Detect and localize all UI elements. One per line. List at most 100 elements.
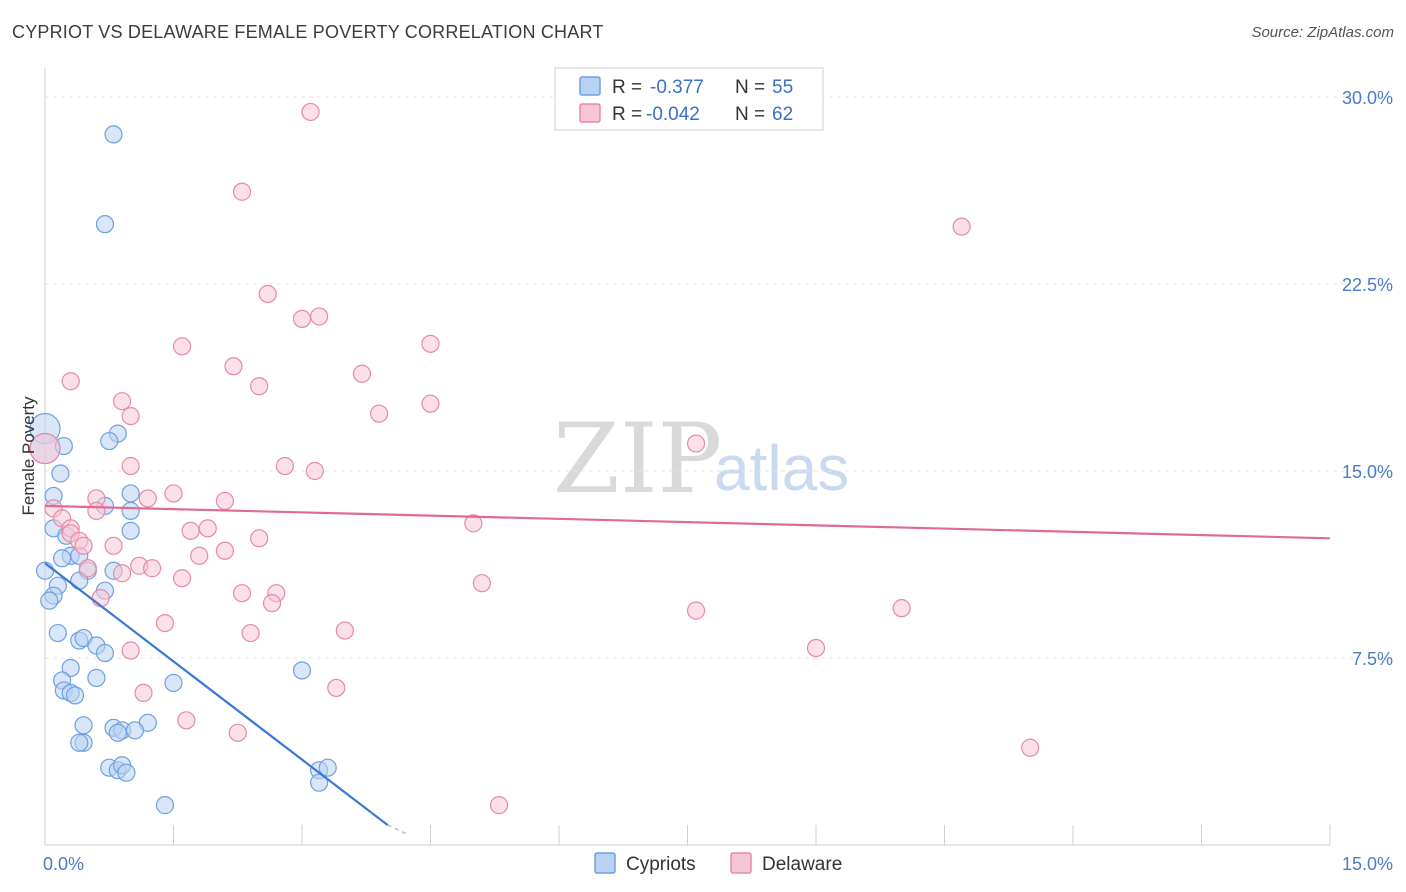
point-delaware-58	[177, 711, 196, 730]
point-delaware-45	[232, 584, 252, 603]
point-cypriots-26	[48, 623, 67, 643]
legend-r-value-cypriots: -0.377	[650, 77, 704, 98]
trend-lines	[44, 504, 1331, 836]
point-cypriots-7	[51, 464, 70, 483]
bottom-legend-label-cypriots: Cypriots	[626, 854, 696, 875]
point-delaware-1	[232, 182, 252, 201]
point-cypriots-38	[65, 686, 85, 705]
point-delaware-35	[104, 536, 123, 555]
point-cypriots-17	[53, 549, 72, 568]
point-cypriots-5	[100, 431, 119, 451]
point-cypriots-34	[164, 673, 183, 693]
point-delaware-10	[61, 372, 80, 391]
watermark-atlas: atlas	[714, 432, 849, 504]
point-delaware-3	[258, 284, 277, 304]
bottom-legend-swatch-delaware	[730, 852, 752, 874]
bottom-legend-label-delaware: Delaware	[762, 854, 842, 875]
point-delaware-5	[310, 307, 329, 326]
legend-swatch-delaware	[579, 103, 601, 123]
point-delaware-14	[121, 407, 140, 426]
point-delaware-16	[686, 434, 706, 453]
source-label: Source: ZipAtlas.com	[1251, 24, 1394, 41]
point-delaware-28	[464, 514, 483, 533]
point-delaware-39	[78, 559, 97, 578]
point-delaware-50	[892, 599, 911, 618]
point-delaware-36	[74, 536, 93, 555]
point-delaware-17	[29, 432, 61, 465]
x-tick-label-1: 15.0%	[1342, 854, 1393, 874]
point-delaware-4	[292, 309, 312, 329]
point-delaware-2	[952, 217, 971, 236]
point-delaware-19	[275, 456, 294, 476]
point-delaware-52	[335, 621, 354, 640]
point-delaware-12	[112, 392, 132, 411]
y-tick-label-3: 30.0%	[1342, 88, 1393, 108]
point-delaware-15	[370, 404, 389, 423]
point-cypriots-40	[74, 716, 93, 735]
point-delaware-11	[250, 377, 269, 396]
point-delaware-0	[301, 102, 320, 122]
data-points	[29, 102, 1040, 815]
point-cypriots-3	[95, 215, 115, 234]
point-cypriots-13	[121, 521, 140, 540]
point-delaware-54	[121, 641, 140, 660]
point-cypriots-35	[87, 668, 106, 688]
point-cypriots-53	[155, 796, 175, 815]
bottom-legend-swatch-cypriots	[594, 852, 616, 874]
trend-line-cypriots	[44, 562, 389, 826]
point-cypriots-32	[292, 661, 312, 680]
point-delaware-23	[138, 489, 157, 508]
point-delaware-7	[421, 334, 440, 353]
grid-lines	[45, 96, 1390, 659]
point-delaware-9	[352, 364, 372, 383]
y-tick-labels: 7.5% 15.0% 22.5% 30.0%	[1342, 88, 1393, 669]
y-tick-label-2: 22.5%	[1342, 275, 1393, 295]
point-delaware-48	[262, 594, 282, 613]
point-delaware-24	[215, 491, 234, 511]
point-delaware-43	[172, 569, 192, 588]
point-delaware-53	[241, 623, 260, 643]
bottom-legend: Cypriots Delaware	[594, 852, 842, 875]
point-cypriots-49	[117, 763, 136, 782]
point-delaware-51	[155, 613, 175, 633]
point-delaware-61	[489, 796, 509, 815]
y-tick-label-0: 7.5%	[1352, 649, 1393, 669]
point-delaware-47	[91, 589, 110, 608]
y-axis-label: Female Poverty	[19, 396, 38, 516]
watermark-zip: ZIP	[553, 403, 722, 515]
point-delaware-6	[172, 337, 192, 356]
legend-n-value-delaware: 62	[772, 104, 793, 125]
watermark: ZIP atlas	[553, 403, 849, 515]
trend-line-extension-cypriots	[387, 824, 410, 836]
point-delaware-60	[1021, 738, 1040, 757]
point-delaware-59	[228, 723, 247, 742]
legend-n-label-delaware: N =	[735, 104, 765, 125]
point-cypriots-31	[61, 658, 80, 678]
point-delaware-18	[121, 456, 140, 476]
point-cypriots-44	[125, 721, 145, 740]
point-delaware-13	[421, 394, 440, 413]
point-delaware-49	[686, 601, 706, 620]
point-delaware-30	[198, 519, 217, 538]
point-cypriots-9	[121, 484, 140, 503]
point-cypriots-18	[35, 561, 55, 580]
point-cypriots-54	[70, 733, 89, 752]
point-cypriots-11	[121, 501, 140, 520]
point-delaware-21	[164, 484, 183, 503]
legend: R = -0.377 N = 55 R = -0.042 N = 62	[554, 67, 824, 131]
point-delaware-57	[134, 683, 153, 703]
x-tick-label-0: 0.0%	[43, 854, 84, 874]
trend-line-delaware	[44, 504, 1331, 540]
point-delaware-42	[112, 564, 132, 583]
point-cypriots-2	[104, 125, 123, 144]
point-cypriots-30	[95, 643, 115, 663]
point-delaware-27	[87, 501, 106, 520]
legend-r-value-delaware: -0.042	[646, 104, 700, 125]
point-delaware-44	[472, 574, 491, 593]
point-delaware-37	[215, 541, 234, 560]
point-delaware-31	[181, 521, 200, 540]
legend-swatch-cypriots	[579, 76, 601, 96]
point-cypriots-52	[310, 773, 329, 792]
x-tick-labels: 0.0% 15.0%	[43, 854, 1393, 874]
